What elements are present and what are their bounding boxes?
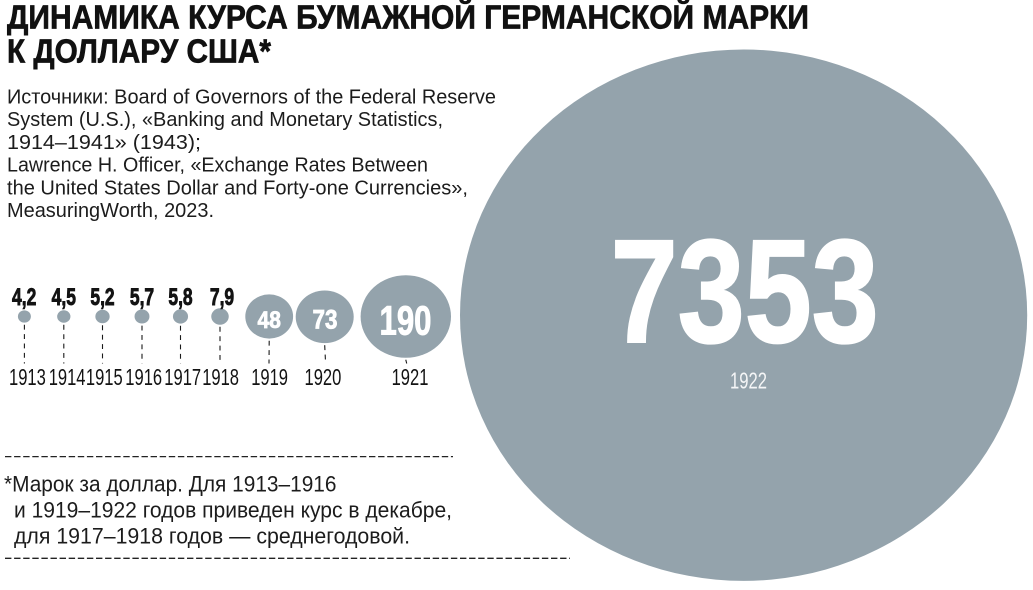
svg-text:1921: 1921 (392, 364, 429, 390)
svg-text:73: 73 (313, 305, 338, 335)
svg-text:7,9: 7,9 (210, 284, 234, 311)
svg-text:48: 48 (258, 307, 281, 334)
svg-text:the United States Dollar and F: the United States Dollar and Forty-one C… (7, 177, 468, 199)
svg-text:4,2: 4,2 (12, 284, 36, 311)
svg-text:MeasuringWorth, 2023.: MeasuringWorth, 2023. (7, 200, 214, 222)
svg-text:System (U.S.), «Banking and Mo: System (U.S.), «Banking and Monetary Sta… (7, 109, 443, 131)
svg-text:Источники: Board of Governors: Источники: Board of Governors of the Fed… (7, 87, 496, 109)
svg-text:1914–1941» (1943);: 1914–1941» (1943); (7, 132, 201, 154)
svg-text:1922: 1922 (730, 368, 767, 394)
svg-text:5,2: 5,2 (90, 284, 114, 311)
svg-text:5,8: 5,8 (168, 284, 192, 311)
svg-text:1919: 1919 (251, 364, 288, 390)
svg-text:1920: 1920 (305, 364, 342, 390)
svg-text:5,7: 5,7 (130, 284, 154, 311)
svg-text:7353: 7353 (611, 210, 879, 374)
svg-text:4,5: 4,5 (52, 284, 76, 311)
svg-text:и 1919–1922 годов приведен кур: и 1919–1922 годов приведен курс в декабр… (14, 498, 452, 523)
svg-text:1916: 1916 (125, 364, 162, 390)
svg-text:ДИНАМИКА КУРСА БУМАЖНОЙ ГЕРМАН: ДИНАМИКА КУРСА БУМАЖНОЙ ГЕРМАНСКОЙ МАРКИ (7, 0, 809, 37)
svg-text:Lawrence H. Officer, «Exchange: Lawrence H. Officer, «Exchange Rates Bet… (7, 155, 428, 177)
svg-text:1913: 1913 (9, 364, 46, 390)
svg-text:1915: 1915 (86, 364, 123, 390)
svg-text:1918: 1918 (202, 364, 239, 390)
svg-text:для 1917–1918 годов — среднего: для 1917–1918 годов — среднегодовой. (14, 524, 410, 549)
svg-text:1914: 1914 (49, 364, 86, 390)
svg-text:К ДОЛЛАРУ США*: К ДОЛЛАРУ США* (7, 34, 271, 71)
svg-text:190: 190 (380, 297, 432, 343)
svg-text:1917: 1917 (164, 364, 201, 390)
svg-text:*Марок за доллар. Для 1913–191: *Марок за доллар. Для 1913–1916 (4, 472, 337, 497)
